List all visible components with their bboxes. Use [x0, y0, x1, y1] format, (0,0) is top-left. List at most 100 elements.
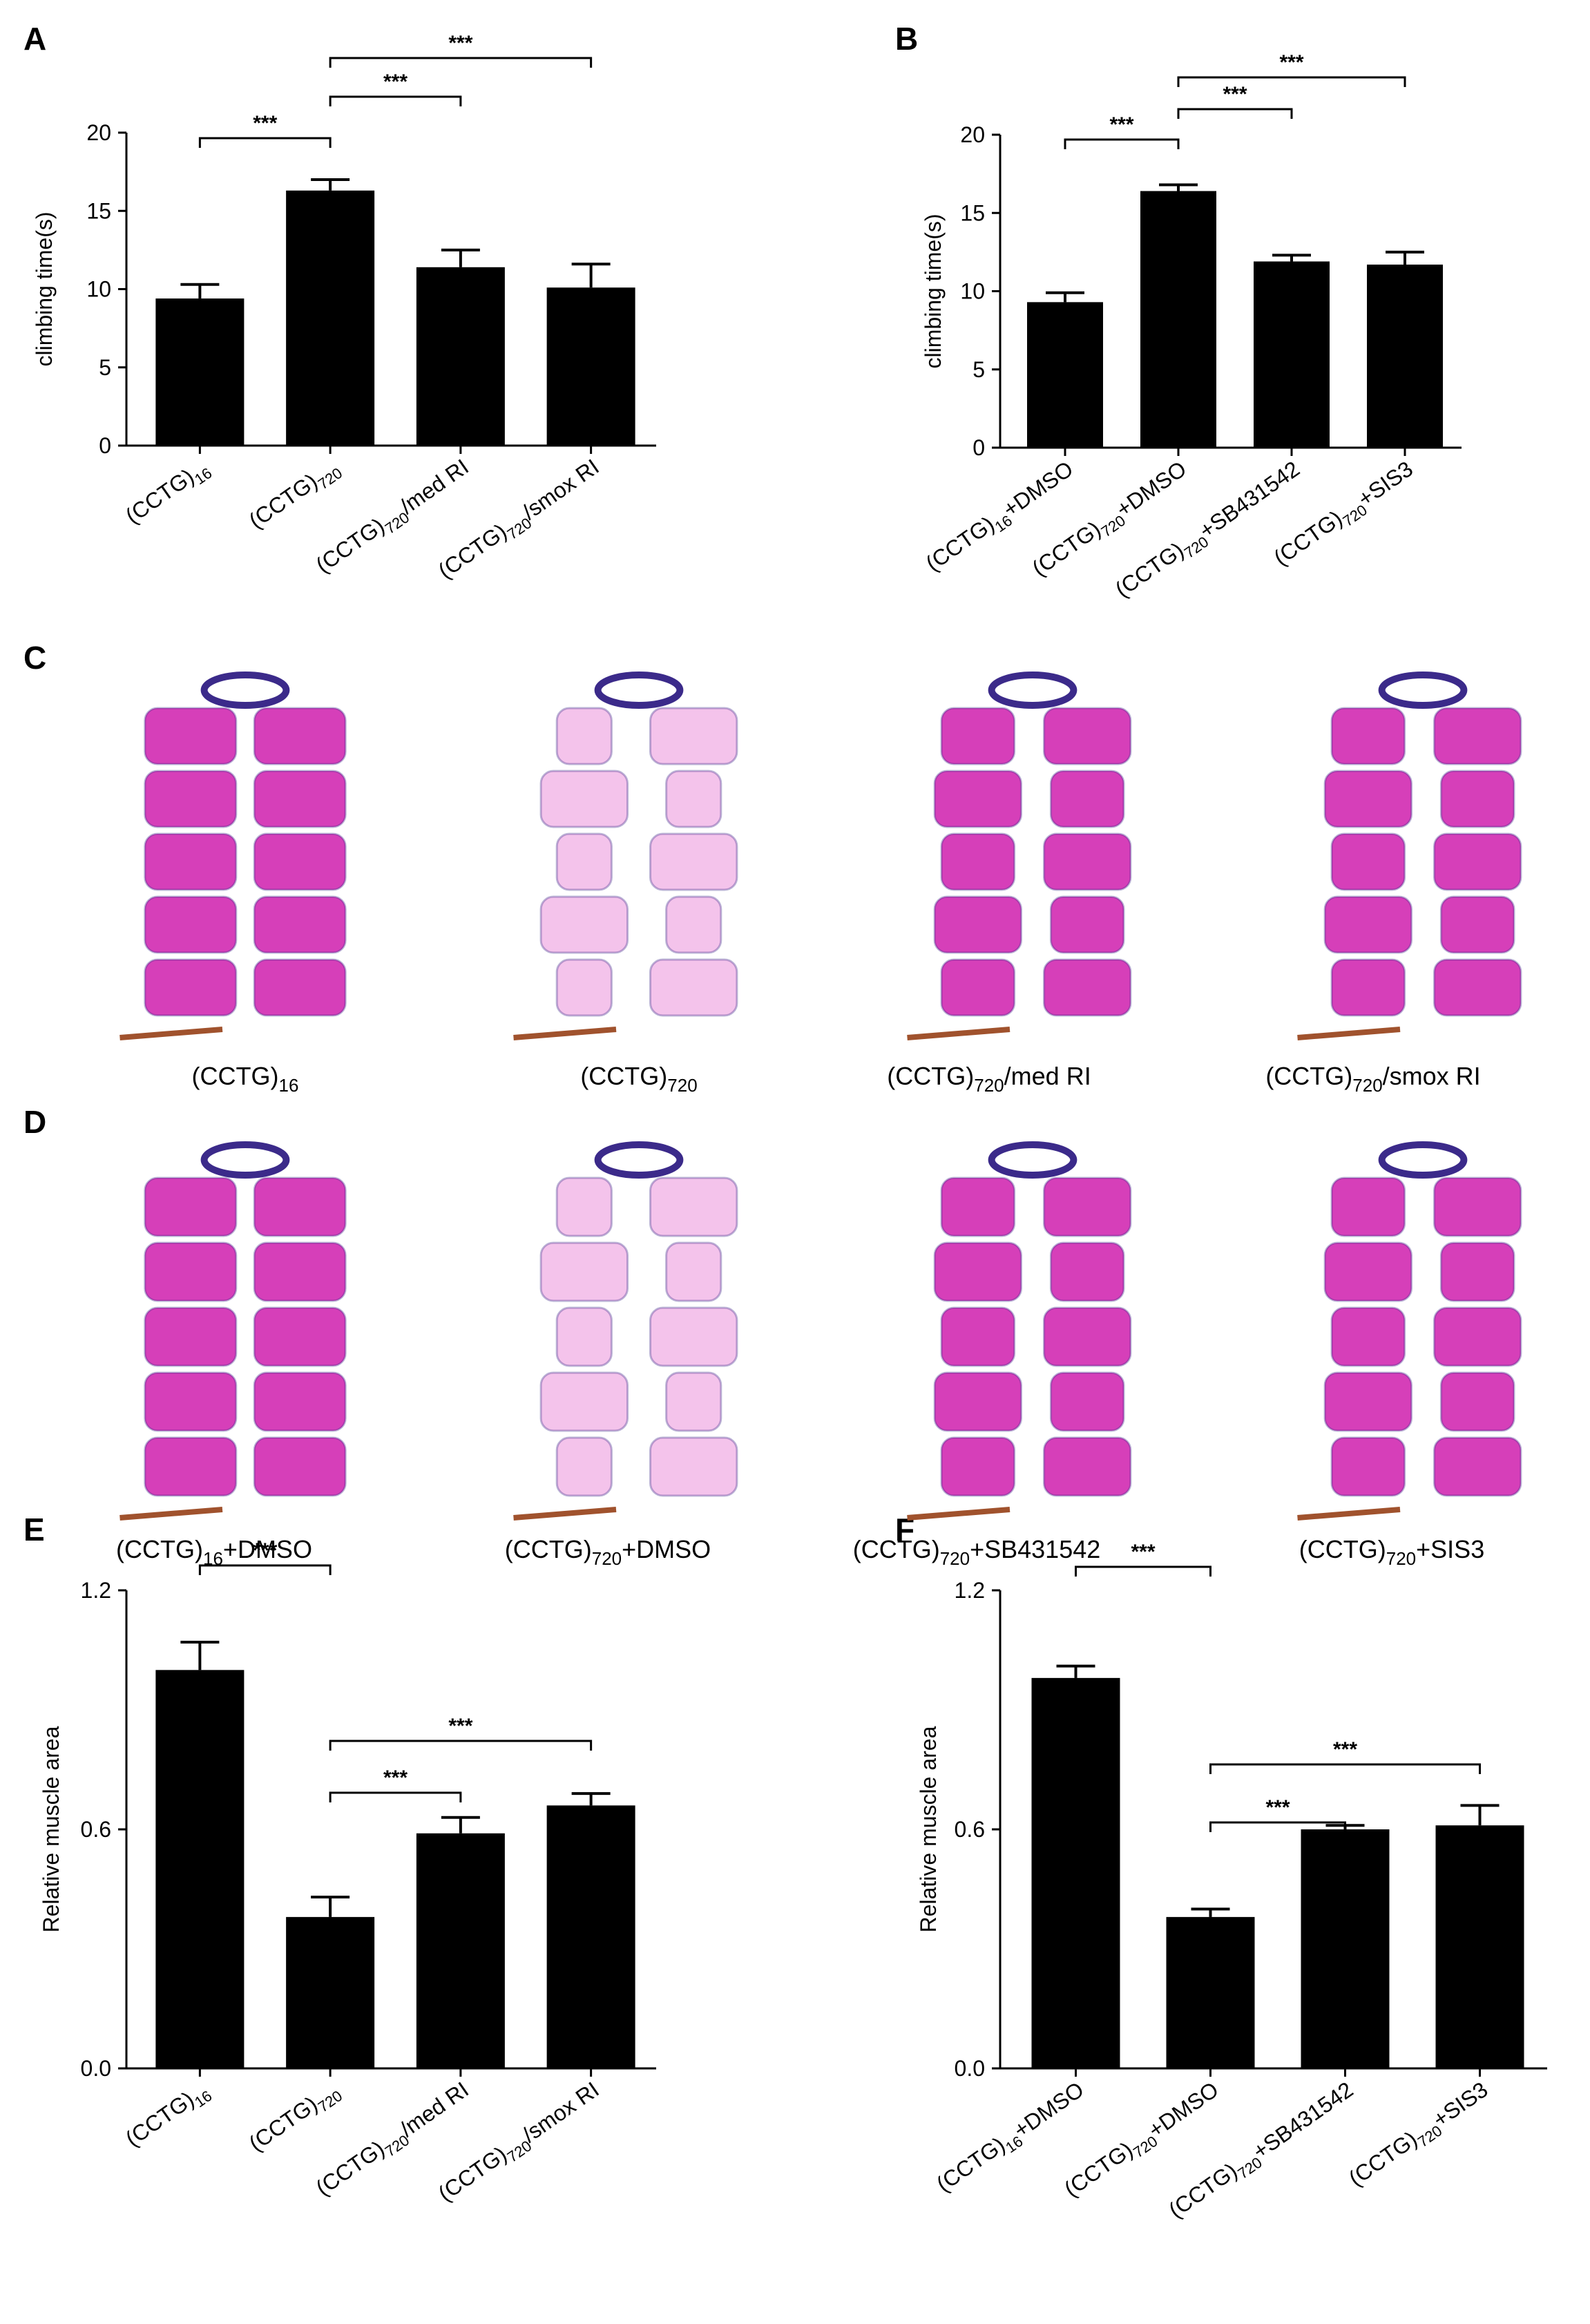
muscle-segment [1043, 1177, 1132, 1237]
muscle-segment [933, 895, 1022, 954]
cuticle-ring [988, 672, 1077, 709]
significance-bracket [1209, 1763, 1481, 1774]
muscle-segment [1439, 770, 1515, 828]
histology-image [1297, 672, 1522, 1040]
muscle-segment [1433, 707, 1522, 765]
muscle-segment [1439, 895, 1515, 954]
histology-image [513, 672, 738, 1040]
y-tick-label: 0.6 [81, 1817, 111, 1842]
debris-mark [907, 1507, 1010, 1521]
bar [1435, 1825, 1524, 2068]
y-axis-title: climbing time(s) [32, 211, 57, 366]
bar [1301, 1829, 1390, 2068]
image-caption: (CCTG)720+SB431542 [853, 1535, 1101, 1569]
y-axis-title: Relative muscle area [916, 1726, 941, 1932]
muscle-segment [144, 1436, 238, 1497]
muscle-segment [555, 832, 613, 891]
muscle-segment [1330, 958, 1406, 1017]
significance-label: *** [1333, 1738, 1357, 1761]
cuticle-ring [1378, 1141, 1468, 1179]
panel-label-c: C [23, 640, 46, 676]
muscle-segment [253, 1177, 347, 1237]
bar [1166, 1916, 1255, 2068]
debris-mark [1297, 1027, 1401, 1040]
muscle-segment [940, 1177, 1016, 1237]
significance-label: *** [1109, 113, 1133, 136]
category-label: (CCTG)720 [245, 2077, 345, 2160]
histology-image [1297, 1141, 1522, 1521]
muscle-segment [555, 1306, 613, 1367]
muscle-segment [649, 1177, 738, 1237]
cuticle-ring [594, 672, 684, 709]
muscle-segment [649, 832, 738, 891]
y-axis-title: climbing time(s) [921, 213, 946, 368]
muscle-segment [144, 1241, 238, 1302]
panel-label-b: B [895, 21, 918, 57]
y-tick-label: 10 [86, 277, 111, 302]
image-caption: (CCTG)720+DMSO [505, 1535, 711, 1569]
cuticle-ring [594, 1141, 684, 1179]
muscle-segment [1439, 1371, 1515, 1432]
muscle-segment [665, 1371, 722, 1432]
bar [1254, 261, 1330, 448]
muscle-segment [539, 1241, 629, 1302]
debris-mark [119, 1027, 223, 1040]
muscle-segment [253, 770, 347, 828]
significance-bracket [329, 1791, 462, 1802]
significance-bracket [329, 95, 462, 106]
bar [155, 298, 245, 446]
muscle-segment [555, 1177, 613, 1237]
bar [155, 1670, 245, 2068]
muscle-segment [940, 958, 1016, 1017]
muscle-segment [1433, 832, 1522, 891]
significance-bracket [329, 1740, 593, 1751]
muscle-segment [933, 1241, 1022, 1302]
significance-bracket [198, 1564, 332, 1575]
muscle-segment [539, 770, 629, 828]
muscle-segment [1439, 1241, 1515, 1302]
category-label: (CCTG)16 [121, 2077, 215, 2155]
significance-bracket [1209, 1821, 1346, 1832]
significance-label: *** [383, 1766, 408, 1789]
significance-bracket [1064, 138, 1180, 149]
significance-label: *** [1265, 1796, 1290, 1819]
muscle-segment [1330, 707, 1406, 765]
significance-label: *** [1131, 1541, 1155, 1563]
muscle-segment [144, 1177, 238, 1237]
image-caption: (CCTG)720/med RI [887, 1062, 1091, 1096]
muscle-segment [940, 832, 1016, 891]
muscle-segment [1043, 958, 1132, 1017]
image-caption: (CCTG)720 [580, 1062, 697, 1096]
muscle-segment [144, 958, 238, 1017]
debris-mark [907, 1027, 1010, 1040]
muscle-segment [1049, 770, 1125, 828]
image-caption: (CCTG)720/smox RI [1265, 1062, 1480, 1096]
muscle-segment [253, 1371, 347, 1432]
muscle-segment [253, 707, 347, 765]
debris-mark [513, 1027, 617, 1040]
significance-bracket [329, 57, 593, 68]
significance-label: *** [1223, 83, 1247, 106]
muscle-segment [1433, 1306, 1522, 1367]
muscle-segment [1049, 1241, 1125, 1302]
muscle-segment [1323, 895, 1412, 954]
histology-image [907, 672, 1132, 1040]
muscle-segment [144, 1371, 238, 1432]
panel-label-e: E [23, 1512, 45, 1547]
muscle-segment [940, 1306, 1016, 1367]
significance-label: *** [448, 32, 472, 55]
muscle-segment [1323, 1371, 1412, 1432]
cuticle-ring [1378, 672, 1468, 709]
y-tick-label: 5 [99, 355, 111, 380]
significance-label: *** [448, 1715, 472, 1737]
significance-bracket [1177, 108, 1293, 119]
category-label: (CCTG)16 [121, 454, 215, 532]
muscle-segment [665, 895, 722, 954]
histology-image [119, 1141, 347, 1521]
y-tick-label: 20 [960, 122, 985, 147]
y-tick-label: 20 [86, 120, 111, 145]
muscle-segment [933, 1371, 1022, 1432]
significance-label: *** [253, 112, 277, 135]
histology-row-d: (CCTG)16+DMSO (CCTG)720+DMSO (CCTG)720+SB4… [116, 1141, 1522, 1569]
